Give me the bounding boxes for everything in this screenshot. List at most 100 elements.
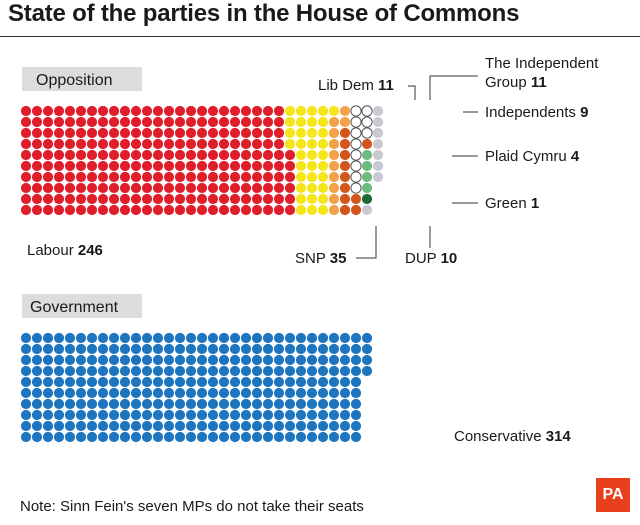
seat-dot-conservative [174, 376, 186, 388]
seat-dot-conservative [328, 431, 340, 443]
seat-dot-conservative [174, 332, 186, 344]
seat-dot-lib-dem [328, 193, 340, 205]
seat-dot-conservative [64, 354, 76, 366]
seat-dot-labour [152, 171, 164, 183]
seat-dot-labour [207, 116, 219, 128]
seat-dot-labour [42, 193, 54, 205]
seat-dot-conservative [108, 398, 120, 410]
seat-dot-conservative [152, 420, 164, 432]
seat-dot-conservative [163, 343, 175, 355]
seat-dot-conservative [295, 409, 307, 421]
seat-dot-conservative [328, 343, 340, 355]
seat-dot-labour [119, 182, 131, 194]
seat-dot-conservative [20, 343, 32, 355]
seat-dot-conservative [317, 398, 329, 410]
seat-dot-snp [295, 149, 307, 161]
seat-dot-conservative [53, 343, 65, 355]
seat-dot-conservative [273, 420, 285, 432]
seat-dot-labour [185, 127, 197, 139]
seat-dot-labour [273, 116, 285, 128]
seat-dot-labour [196, 204, 208, 216]
seat-dot-labour [31, 182, 43, 194]
government-header-box [22, 294, 142, 318]
seat-dot-labour [163, 160, 175, 172]
seat-dot-snp [317, 138, 329, 150]
seat-dot-conservative [64, 409, 76, 421]
seat-dot-labour [229, 182, 241, 194]
seat-dot-conservative [196, 431, 208, 443]
seat-dot-snp [295, 138, 307, 150]
seat-dot-labour [64, 160, 76, 172]
seat-dot-labour [42, 105, 54, 117]
seat-dot-conservative [229, 431, 241, 443]
seat-dot-labour [218, 116, 230, 128]
seat-dot-conservative [229, 387, 241, 399]
seat-dot-conservative [97, 365, 109, 377]
seat-dot-green [361, 193, 373, 205]
seat-dot-lib-dem [328, 182, 340, 194]
seat-dot-conservative [86, 343, 98, 355]
seat-dot-snp [306, 182, 318, 194]
seat-dot-conservative [86, 332, 98, 344]
seat-dot-labour [240, 105, 252, 117]
seat-dot-conservative [108, 420, 120, 432]
seat-dot-snp [317, 171, 329, 183]
seat-dot-conservative [20, 420, 32, 432]
seat-dot-conservative [185, 431, 197, 443]
seat-dot-conservative [119, 420, 131, 432]
seat-dot-the-independent-group [361, 105, 373, 117]
seat-dot-snp [284, 116, 296, 128]
seat-dot-conservative [108, 354, 120, 366]
seat-dot-labour [119, 138, 131, 150]
seat-dot-labour [229, 116, 241, 128]
seat-dot-snp [295, 127, 307, 139]
seat-dot-conservative [163, 431, 175, 443]
seat-dot-labour [251, 138, 263, 150]
seat-dot-conservative [350, 420, 362, 432]
seat-dot-snp [295, 116, 307, 128]
seat-dot-labour [262, 127, 274, 139]
seat-dot-labour [251, 171, 263, 183]
seat-dot-labour [185, 193, 197, 205]
seat-dot-labour [130, 171, 142, 183]
seat-dot-labour [119, 149, 131, 161]
seat-dot-labour [75, 171, 87, 183]
seat-dot-labour [284, 160, 296, 172]
seat-dot-labour [207, 149, 219, 161]
seat-dot-dup [339, 182, 351, 194]
seat-dot-labour [86, 138, 98, 150]
seat-dot-conservative [42, 420, 54, 432]
seat-dot-labour [185, 138, 197, 150]
seat-dot-labour [174, 204, 186, 216]
seat-dot-labour [152, 138, 164, 150]
seat-dot-conservative [207, 420, 219, 432]
seat-dot-conservative [64, 420, 76, 432]
seat-dot-labour [108, 171, 120, 183]
seat-dot-conservative [273, 343, 285, 355]
seat-dot-labour [174, 116, 186, 128]
seat-dot-conservative [31, 431, 43, 443]
seat-dot-conservative [240, 365, 252, 377]
seat-dot-conservative [273, 365, 285, 377]
seat-dot-conservative [273, 376, 285, 388]
label-conservative: Conservative 314 [454, 428, 571, 445]
seat-dot-labour [240, 160, 252, 172]
seat-dot-labour [86, 171, 98, 183]
seat-dot-conservative [20, 332, 32, 344]
leader-lib-dem [408, 85, 416, 100]
seat-dot-labour [108, 182, 120, 194]
seat-dot-labour [240, 127, 252, 139]
seat-dot-labour [229, 105, 241, 117]
seat-dot-conservative [240, 376, 252, 388]
seat-dot-conservative [53, 376, 65, 388]
seat-dot-labour [273, 127, 285, 139]
seat-dot-conservative [97, 332, 109, 344]
seat-dot-conservative [339, 420, 351, 432]
seat-dot-labour [108, 193, 120, 205]
seat-dot-conservative [130, 365, 142, 377]
seat-dot-snp [317, 149, 329, 161]
seat-dot-labour [108, 160, 120, 172]
seat-dot-conservative [207, 354, 219, 366]
seat-dot-conservative [317, 354, 329, 366]
seat-dot-labour [119, 193, 131, 205]
